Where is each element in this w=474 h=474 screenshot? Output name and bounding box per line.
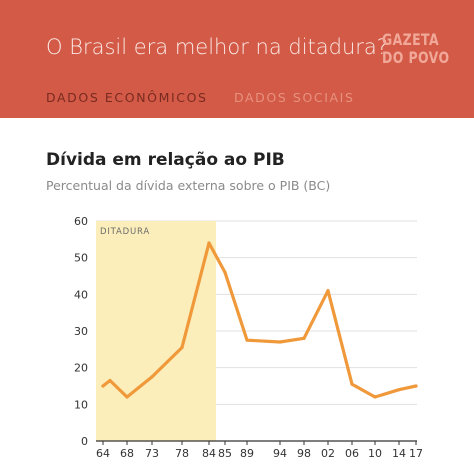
x-tick-label: 64 [96, 447, 110, 460]
x-tick-label: 14 [392, 447, 406, 460]
data-point [302, 336, 306, 340]
data-point [373, 395, 377, 399]
data-point [223, 270, 227, 274]
x-tick-label: 17 [409, 447, 423, 460]
x-tick-label: 68 [120, 447, 134, 460]
ditadura-highlight [96, 221, 216, 441]
data-point [245, 338, 249, 342]
x-tick-label: 10 [368, 447, 382, 460]
chart-title: Dívida em relação ao PIB [46, 150, 285, 170]
data-point [207, 241, 211, 245]
x-tick-label: 89 [240, 447, 254, 460]
x-tick-label: 78 [175, 447, 189, 460]
header: O Brasil era melhor na ditadura? GAZETA … [0, 0, 474, 118]
x-tick-label: 94 [273, 447, 287, 460]
y-tick-label: 0 [81, 435, 88, 448]
y-tick-label: 40 [74, 288, 88, 301]
x-tick-label: 73 [145, 447, 159, 460]
x-tick-label: 84 [202, 447, 216, 460]
y-tick-label: 50 [74, 252, 88, 265]
y-tick-label: 60 [74, 215, 88, 228]
chart-subtitle: Percentual da dívida externa sobre o PIB… [46, 178, 331, 193]
data-point [108, 378, 112, 383]
y-tick-label: 30 [74, 325, 88, 338]
data-points [101, 241, 418, 399]
x-tick-label: 85 [218, 447, 232, 460]
x-tick-label: 02 [321, 447, 335, 460]
data-point [125, 395, 129, 399]
data-point [150, 375, 154, 379]
logo-line-1: GAZETA [382, 30, 440, 49]
data-point [397, 388, 401, 392]
data-point [414, 384, 418, 388]
data-point [101, 384, 105, 388]
x-tick-label: 98 [297, 447, 311, 460]
x-tick-label: 06 [345, 447, 359, 460]
y-axis: 0 10 20 30 40 50 60 [74, 215, 88, 448]
data-point [278, 340, 282, 344]
data-point [180, 345, 184, 350]
x-axis: 64 68 73 78 84 85 89 94 98 02 06 10 14 17 [96, 441, 423, 460]
y-tick-label: 10 [74, 398, 88, 411]
tab-dados-sociais[interactable]: DADOS SOCIAIS [234, 90, 355, 105]
data-point [350, 382, 354, 386]
data-point [326, 289, 330, 293]
y-tick-label: 20 [74, 362, 88, 375]
ditadura-label: DITADURA [100, 227, 150, 237]
tab-dados-economicos[interactable]: DADOS ECONÔMICOS [46, 90, 208, 105]
page-title: O Brasil era melhor na ditadura? [46, 35, 388, 59]
